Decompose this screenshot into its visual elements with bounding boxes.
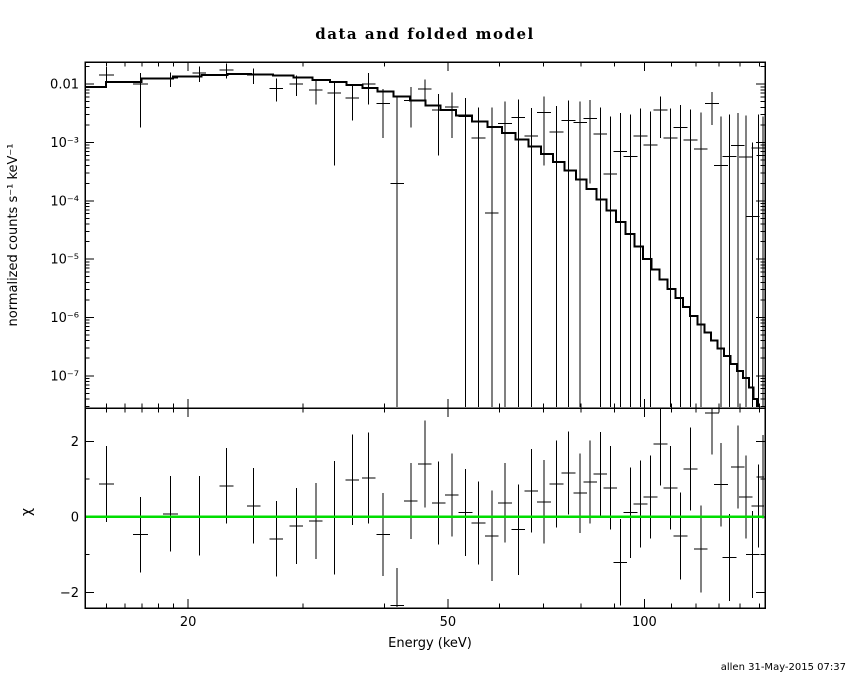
y-tick-label-residuals: 0 [71,510,79,525]
y-tick-label-spectrum: 0.01 [50,78,79,93]
residuals-panel-frame [84,407,766,609]
y-tick-label-spectrum: 10⁻³ [50,136,79,151]
signature-timestamp: allen 31-May-2015 07:37 [721,662,846,673]
plot-title: data and folded model [315,25,534,43]
x-tick-label: 100 [632,615,657,630]
model-step-curve [86,72,758,407]
spectrum-panel-frame [84,61,766,409]
residuals-data-layer [98,409,764,607]
x-tick-label: 50 [440,615,457,630]
y-tick-label-residuals: −2 [60,586,79,601]
y-axis-title-spectrum: normalized counts s⁻¹ keV⁻¹ [6,144,21,327]
y-tick-label-spectrum: 10⁻⁷ [50,369,79,384]
y-tick-label-spectrum: 10⁻⁴ [50,194,79,209]
y-axis-title-residuals-chi: χ [19,508,35,516]
y-tick-label-spectrum: 10⁻⁵ [50,253,79,268]
x-axis-title: Energy (keV) [388,636,472,651]
x-tick-label: 20 [180,615,197,630]
y-tick-label-residuals: 2 [71,435,79,450]
spectrum-data-layer [86,63,764,407]
y-tick-label-spectrum: 10⁻⁶ [50,311,79,326]
